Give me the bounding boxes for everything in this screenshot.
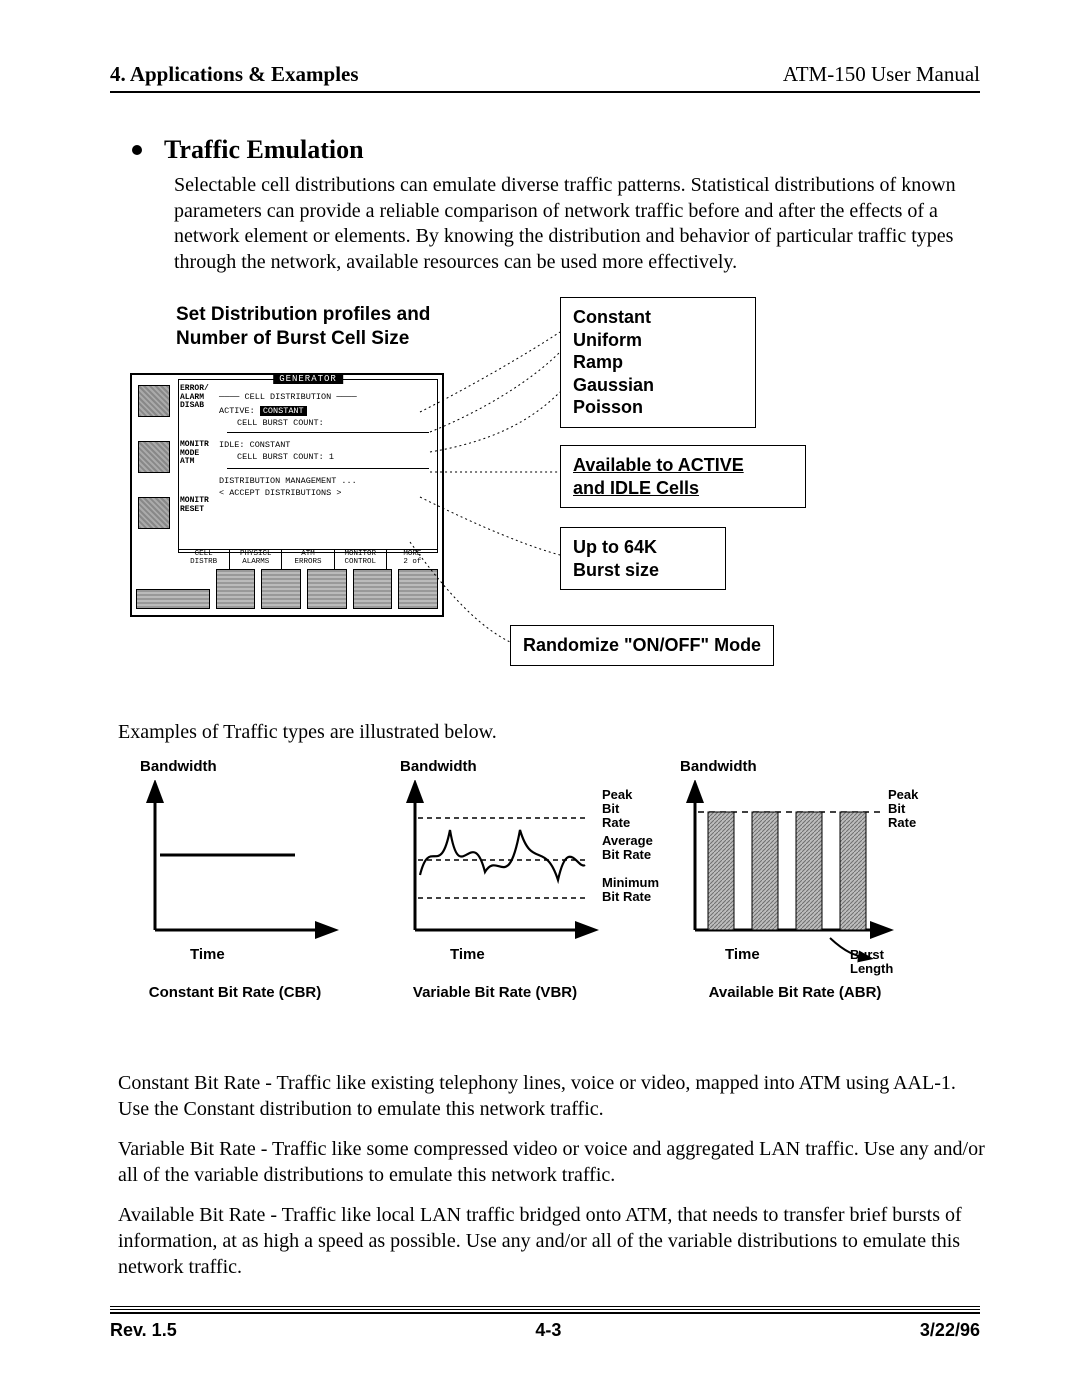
para-abr: Available Bit Rate - Traffic like local … [118,1202,988,1280]
cbr-plot [130,780,340,940]
section-heading: Traffic Emulation [110,135,980,165]
chart-cbr: Bandwidth Time Constant Bit Rate (CBR) [130,762,380,945]
header-left: 4. Applications & Examples [110,62,359,87]
section-title: Traffic Emulation [164,135,364,165]
intro-paragraph: Selectable cell distributions can emulat… [174,173,964,275]
examples-sentence: Examples of Traffic types are illustrate… [118,721,980,744]
abr-xlabel: Time [725,946,760,963]
cbr-title: Constant Bit Rate (CBR) [110,984,360,1001]
footer-date: 3/22/96 [920,1320,980,1341]
leader-lines [130,297,980,717]
bullet-icon [132,145,142,155]
abr-plot [670,780,900,965]
abr-ylabel: Bandwidth [680,758,757,775]
abr-annot-burst: Burst Length [850,948,920,975]
abr-title: Available Bit Rate (ABR) [670,984,920,1001]
vbr-annot-avg: AverageBit Rate [602,834,653,861]
footer-page: 4-3 [535,1320,561,1341]
figure-distribution: Set Distribution profiles and Number of … [130,297,980,717]
vbr-title: Variable Bit Rate (VBR) [370,984,620,1001]
page-header: 4. Applications & Examples ATM-150 User … [110,62,980,93]
footer-rev: Rev. 1.5 [110,1320,177,1341]
para-vbr: Variable Bit Rate - Traffic like some co… [118,1136,988,1188]
vbr-plot [390,780,600,940]
figure-traffic-types: Bandwidth Time Constant Bit Rate (CBR) B… [130,762,980,1022]
abr-annot-peak: Peak BitRate [888,788,920,829]
cbr-xlabel: Time [190,946,225,963]
chart-vbr: Bandwidth Peak BitRate AverageBit Rate M… [390,762,640,945]
header-right: ATM-150 User Manual [783,62,980,87]
vbr-annot-peak: Peak BitRate [602,788,640,829]
cbr-ylabel: Bandwidth [140,758,217,775]
para-cbr: Constant Bit Rate - Traffic like existin… [118,1070,988,1122]
chart-abr: Bandwidth Pea [670,762,920,970]
page-footer: Rev. 1.5 4-3 3/22/96 [110,1306,980,1341]
vbr-xlabel: Time [450,946,485,963]
vbr-annot-min: MinimumBit Rate [602,876,659,903]
vbr-ylabel: Bandwidth [400,758,477,775]
